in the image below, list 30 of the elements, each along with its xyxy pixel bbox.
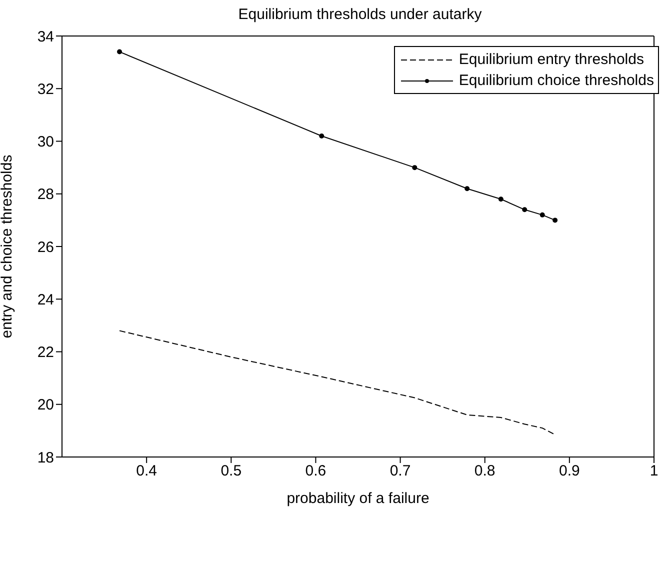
y-tick-label: 28 xyxy=(37,186,54,204)
y-tick-label: 30 xyxy=(37,134,54,151)
point xyxy=(464,186,470,192)
legend-label: Equilibrium choice thresholds xyxy=(458,71,654,91)
x-tick-label: 0.4 xyxy=(136,462,157,480)
point xyxy=(319,133,324,138)
y-tick-label: 18 xyxy=(37,449,54,466)
x-tick-label: 1 xyxy=(650,462,658,480)
x-tick-label: 0.9 xyxy=(559,462,580,480)
point xyxy=(117,49,122,54)
x-axis-title: probability of a failure xyxy=(286,490,430,507)
x-tick-label: 0.6 xyxy=(305,462,326,480)
x-tick-label: 0.8 xyxy=(474,462,496,480)
y-tick-label: 24 xyxy=(37,291,54,308)
point xyxy=(412,165,418,170)
x-tick-label: 0.7 xyxy=(390,462,411,480)
y-axis-title: entry and choice thresholds xyxy=(0,154,16,338)
chart-title: Equilibrium thresholds under autarky xyxy=(237,6,483,23)
point xyxy=(498,196,504,202)
y-tick-label: 32 xyxy=(37,80,54,98)
y-tick-label: 26 xyxy=(37,238,54,256)
point xyxy=(540,212,545,218)
y-tick-label: 22 xyxy=(37,344,54,362)
point xyxy=(522,207,528,212)
line-series xyxy=(119,330,556,436)
y-tick-label: 20 xyxy=(37,396,54,414)
point xyxy=(552,218,558,223)
legend-label: Equilibrium entry thresholds xyxy=(458,50,644,70)
y-tick-label: 34 xyxy=(37,28,54,46)
x-tick-label: 0.5 xyxy=(220,462,242,480)
